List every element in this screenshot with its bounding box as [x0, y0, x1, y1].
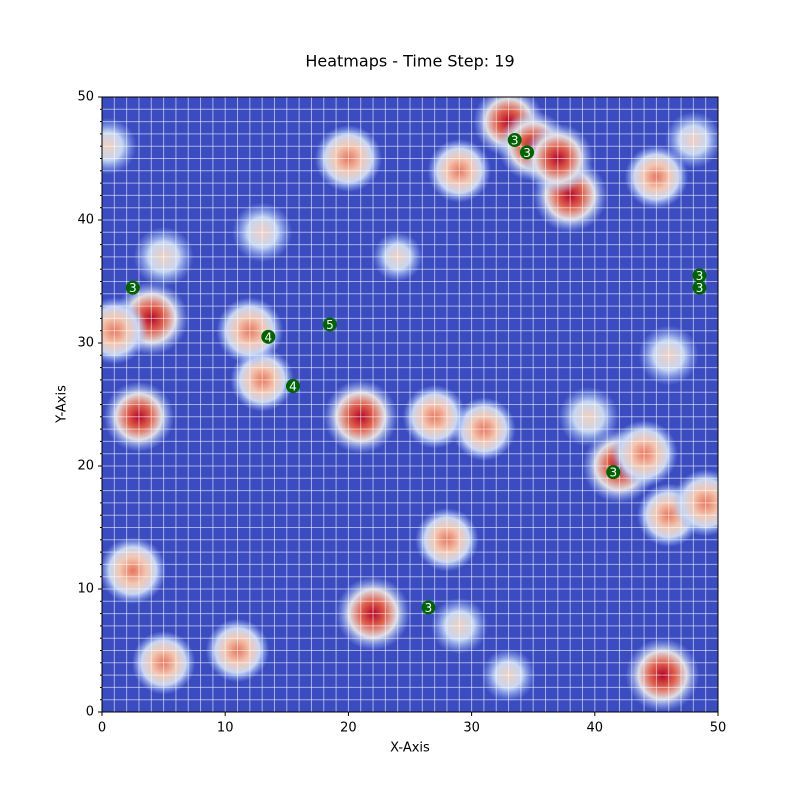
marker	[692, 268, 707, 283]
y-tick-label: 10	[77, 582, 94, 597]
marker-label: 3	[511, 134, 519, 148]
marker-label: 4	[264, 330, 272, 344]
marker-label: 3	[609, 466, 617, 480]
heat-spot	[102, 537, 167, 605]
x-tick-label: 20	[340, 721, 357, 736]
chart-title: Heatmaps - Time Step: 19	[305, 52, 514, 71]
marker	[507, 133, 522, 148]
x-tick-label: 0	[98, 721, 106, 736]
x-tick-label: 10	[217, 721, 234, 736]
heat-spot	[665, 111, 718, 169]
x-tick-label: 40	[587, 721, 604, 736]
marker	[285, 379, 300, 394]
y-axis-label: Y-Axis	[55, 385, 70, 424]
marker	[322, 317, 337, 332]
marker	[421, 600, 436, 615]
marker	[125, 280, 140, 295]
marker-label: 3	[523, 146, 531, 160]
marker-label: 5	[326, 318, 334, 332]
marker	[261, 329, 276, 344]
y-tick-label: 50	[77, 90, 94, 105]
x-tick-label: 50	[710, 721, 727, 736]
x-tick-label: 30	[463, 721, 480, 736]
x-axis-label: X-Axis	[390, 741, 430, 756]
y-tick-label: 0	[86, 705, 94, 720]
marker-label: 4	[289, 380, 297, 394]
marker	[692, 280, 707, 295]
marker-label: 3	[425, 601, 433, 615]
y-tick-label: 20	[77, 459, 94, 474]
marker-label: 3	[696, 281, 704, 295]
marker	[520, 145, 535, 160]
heatmap	[102, 97, 718, 712]
marker-label: 3	[696, 269, 704, 283]
marker	[606, 465, 621, 480]
plot-frame	[101, 96, 719, 713]
marker-label: 3	[129, 281, 137, 295]
y-tick-label: 30	[77, 336, 94, 351]
y-tick-label: 40	[77, 213, 94, 228]
